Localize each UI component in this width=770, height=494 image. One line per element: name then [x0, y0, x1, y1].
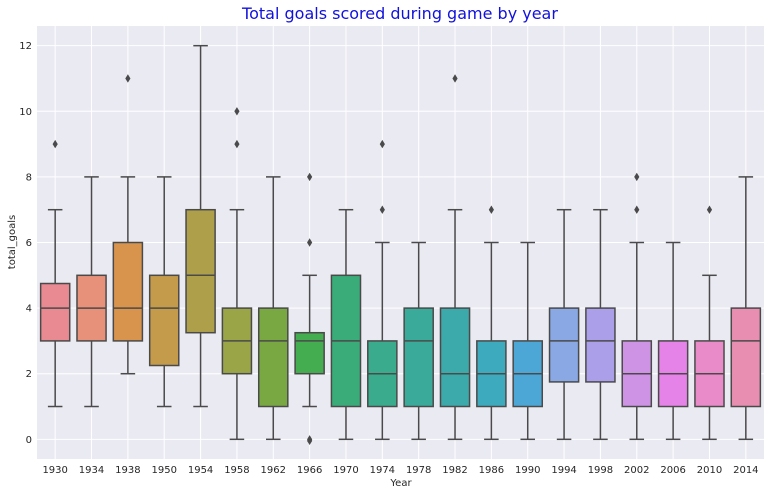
box-1986 — [476, 205, 507, 441]
outlier-point — [307, 172, 313, 182]
box-body — [403, 307, 434, 408]
x-axis-ticks: 1930 1934 1938 1950 1954 1958 1962 1966 1970 1974… — [42, 465, 758, 476]
outlier-point — [634, 172, 640, 182]
box-1974 — [367, 139, 398, 441]
outlier-point — [634, 205, 640, 214]
box-2014 — [730, 176, 762, 441]
box-body — [257, 307, 289, 408]
box-1954 — [185, 44, 216, 408]
x-tick-label: 1974 — [370, 465, 395, 476]
x-tick-label: 2002 — [624, 465, 649, 476]
box-1930 — [39, 139, 71, 408]
box-1990 — [512, 241, 544, 441]
box-1958 — [221, 107, 253, 441]
y-tick-label: 2 — [26, 369, 32, 380]
box-body — [148, 274, 180, 367]
y-tick-label: 4 — [26, 304, 32, 315]
outlier-point — [125, 74, 131, 83]
outlier-point — [379, 205, 385, 214]
y-tick-label: 12 — [19, 41, 32, 52]
box-1998 — [585, 208, 616, 441]
outlier-point — [379, 139, 385, 149]
x-tick-label: 1994 — [551, 465, 576, 476]
outlier-point — [452, 74, 458, 83]
x-tick-label: 1966 — [297, 465, 322, 476]
box-1970 — [330, 208, 362, 441]
box-1982 — [439, 74, 471, 441]
box-1950 — [148, 176, 180, 408]
y-tick-label: 10 — [19, 107, 32, 118]
box-body — [185, 208, 216, 334]
box-body — [585, 307, 616, 383]
box-2002 — [621, 172, 653, 441]
outlier-point — [234, 107, 240, 116]
x-tick-label: 2010 — [697, 465, 722, 476]
x-axis-label: Year — [389, 478, 412, 489]
box-2006 — [657, 241, 689, 441]
y-axis-label: total_goals — [7, 215, 18, 269]
y-tick-label: 6 — [26, 238, 32, 249]
x-tick-label: 1930 — [42, 465, 67, 476]
box-body — [39, 282, 71, 342]
x-tick-label: 1986 — [479, 465, 504, 476]
x-tick-label: 1954 — [188, 465, 213, 476]
boxes — [39, 44, 762, 446]
x-tick-label: 1958 — [224, 465, 249, 476]
box-1934 — [76, 176, 107, 408]
box-1938 — [112, 74, 144, 375]
x-tick-label: 1934 — [79, 465, 104, 476]
box-body — [294, 331, 325, 375]
outlier-point — [706, 205, 713, 214]
box-body — [730, 307, 762, 408]
outlier-point — [234, 139, 240, 149]
y-tick-label: 0 — [26, 435, 32, 446]
x-tick-label: 1982 — [442, 465, 467, 476]
x-tick-label: 1990 — [515, 465, 540, 476]
box-1966 — [294, 172, 325, 446]
outlier-point — [52, 139, 58, 149]
x-tick-label: 1962 — [261, 465, 286, 476]
box-1962 — [257, 176, 289, 441]
box-body — [439, 307, 471, 408]
outlier-point — [307, 436, 313, 446]
box-1994 — [548, 208, 580, 441]
box-2010 — [694, 205, 725, 441]
box-body — [112, 241, 144, 342]
x-tick-label: 2014 — [733, 465, 758, 476]
y-tick-label: 8 — [26, 172, 32, 183]
box-body — [548, 307, 580, 383]
x-tick-label: 1938 — [115, 465, 140, 476]
outlier-point — [488, 205, 494, 214]
chart-title: Total goals scored during game by year — [241, 4, 558, 23]
x-tick-label: 1970 — [333, 465, 358, 476]
x-tick-label: 2006 — [660, 465, 685, 476]
outlier-point — [307, 238, 313, 247]
box-1978 — [403, 241, 434, 441]
x-tick-label: 1950 — [151, 465, 176, 476]
y-axis-ticks: 0 2 4 6 8 10 12 — [19, 41, 32, 446]
x-tick-label: 1978 — [406, 465, 431, 476]
x-tick-label: 1998 — [588, 465, 613, 476]
